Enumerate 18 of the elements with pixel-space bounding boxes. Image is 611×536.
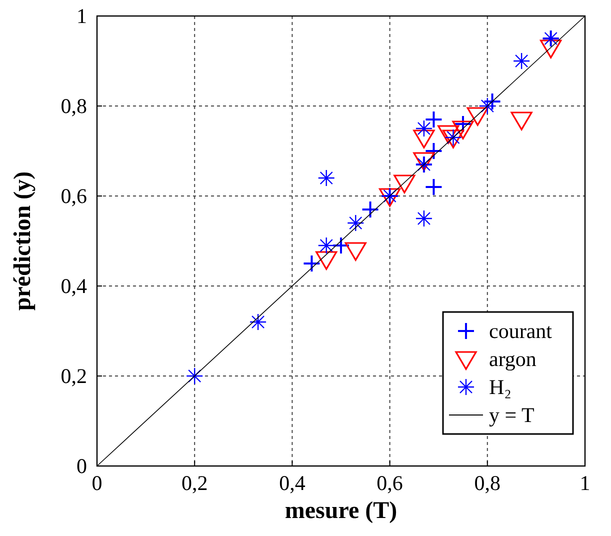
x-tick-label: 0,2 bbox=[181, 471, 208, 495]
x-axis-title: mesure (T) bbox=[284, 498, 398, 524]
legend-label: y = T bbox=[489, 403, 534, 427]
x-tick-label: 0 bbox=[92, 471, 102, 495]
x-tick-label: 0,6 bbox=[376, 471, 403, 495]
y-tick-label: 0,8 bbox=[60, 94, 87, 118]
x-tick-label: 1 bbox=[580, 471, 590, 495]
y-tick-label: 0,2 bbox=[60, 364, 87, 388]
y-tick-label: 0 bbox=[76, 454, 87, 478]
legend-label: argon bbox=[489, 347, 537, 371]
y-tick-label: 0,6 bbox=[60, 184, 87, 208]
x-tick-label: 0,4 bbox=[279, 471, 306, 495]
legend-label: H₂ bbox=[489, 375, 512, 399]
y-tick-label: 0,4 bbox=[60, 274, 88, 298]
y-tick-label: 1 bbox=[76, 4, 87, 28]
x-tick-label: 0,8 bbox=[474, 471, 501, 495]
legend-label: courant bbox=[489, 319, 552, 343]
y-axis-title: prédiction (y) bbox=[10, 171, 36, 311]
